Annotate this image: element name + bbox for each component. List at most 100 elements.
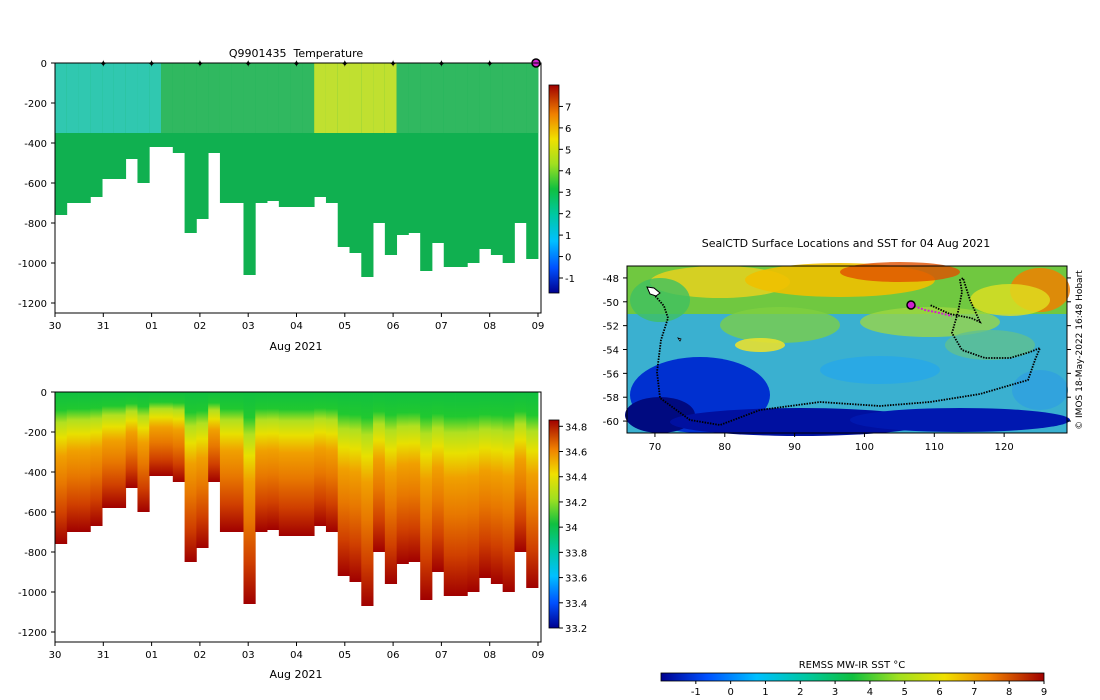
sst-colorbar-ticks: -1 0 1 2 3 4 5 6 7 8 9 bbox=[691, 681, 1047, 698]
temperature-surface-layer bbox=[302, 63, 315, 133]
salinity-profile-bar bbox=[361, 392, 374, 606]
salinity-profile-bar bbox=[267, 392, 280, 530]
y-tick-label: -1200 bbox=[18, 628, 47, 639]
salinity-profile-bar bbox=[137, 392, 150, 512]
colorbar-tick-label: 33.2 bbox=[565, 624, 587, 635]
salinity-y-axis: 0 -200 -400 -600 -800 -1000 -1200 bbox=[18, 388, 55, 639]
y-tick-label: -1200 bbox=[18, 299, 47, 310]
temperature-surface-layer bbox=[408, 63, 421, 133]
temperature-colorbar bbox=[548, 84, 560, 294]
profile-day-marker: ✦ bbox=[437, 59, 445, 70]
temperature-surface-layer bbox=[479, 63, 492, 133]
y-tick-label: -200 bbox=[24, 99, 47, 110]
x-tick-label: 06 bbox=[387, 650, 400, 661]
y-tick-label: -400 bbox=[24, 139, 47, 150]
lat-tick-label: -50 bbox=[603, 298, 619, 309]
salinity-profile-bar bbox=[431, 392, 445, 572]
salinity-profile-bar bbox=[55, 392, 68, 544]
x-tick-label: 01 bbox=[145, 650, 158, 661]
temperature-surface-layer bbox=[102, 63, 115, 133]
temperature-surface-layer bbox=[113, 63, 127, 133]
sst-colorbar bbox=[660, 672, 1045, 682]
salinity-profile-bar bbox=[149, 392, 162, 476]
y-tick-label: -1000 bbox=[18, 588, 47, 599]
salinity-profile-bar bbox=[373, 392, 386, 552]
colorbar-tick-label: 5 bbox=[565, 145, 571, 156]
temperature-surface-layer bbox=[78, 63, 91, 133]
x-tick-label: 02 bbox=[194, 321, 207, 332]
colorbar-tick-label: 34 bbox=[565, 523, 578, 534]
lon-tick-label: 80 bbox=[718, 442, 731, 453]
temperature-surface-layer bbox=[219, 63, 233, 133]
salinity-profile-bar bbox=[502, 392, 515, 592]
x-tick-label: 05 bbox=[338, 321, 351, 332]
salinity-profile-bar bbox=[66, 392, 79, 532]
x-tick-label: 03 bbox=[242, 321, 255, 332]
colorbar-tick-label: -1 bbox=[565, 274, 575, 285]
temperature-surface-layer bbox=[337, 63, 350, 133]
salinity-profile-bar bbox=[196, 392, 209, 548]
salinity-profile-bar bbox=[161, 392, 174, 476]
sst-colorbar-tick-label: 4 bbox=[867, 687, 873, 698]
temperature-surface-layer bbox=[396, 63, 409, 133]
temperature-colorbar-ticks: -1 0 1 2 3 4 5 6 7 bbox=[559, 102, 575, 285]
salinity-profiles bbox=[55, 392, 539, 606]
lon-tick-label: 100 bbox=[855, 442, 874, 453]
sst-colorbar-label: REMSS MW-IR SST °C bbox=[799, 660, 906, 671]
salinity-colorbar-ticks: 34.8 34.6 34.4 34.2 34 33.8 33.6 33.4 33.2 bbox=[559, 422, 587, 635]
x-tick-label: 31 bbox=[97, 650, 110, 661]
colorbar-tick-label: 1 bbox=[565, 231, 571, 242]
salinity-profile-bar bbox=[78, 392, 91, 532]
sst-colorbar-tick-label: 1 bbox=[762, 687, 768, 698]
temperature-surface-layer bbox=[373, 63, 386, 133]
sst-colorbar-tick-label: 2 bbox=[797, 687, 803, 698]
lat-tick-label: -58 bbox=[603, 393, 619, 404]
x-tick-label: 06 bbox=[387, 321, 400, 332]
colorbar-tick-label: 34.4 bbox=[565, 473, 587, 484]
temperature-surface-layer bbox=[455, 63, 468, 133]
salinity-profile-bar bbox=[396, 392, 409, 564]
salinity-profile-bar bbox=[408, 392, 421, 562]
salinity-profile-bar bbox=[325, 392, 339, 532]
map-title: SealCTD Surface Locations and SST for 04… bbox=[702, 237, 991, 250]
x-tick-label: 09 bbox=[532, 650, 545, 661]
salinity-profile-bar bbox=[514, 392, 527, 552]
colorbar-tick-label: 7 bbox=[565, 102, 571, 113]
x-tick-label: 07 bbox=[435, 321, 448, 332]
sst-colorbar-tick-label: 7 bbox=[971, 687, 977, 698]
salinity-profile-bar bbox=[172, 392, 185, 482]
temperature-surface-layer bbox=[208, 63, 221, 133]
salinity-profile-bar bbox=[455, 392, 468, 596]
temperature-surface-layer bbox=[278, 63, 292, 133]
temperature-title: Q9901435 Temperature bbox=[229, 47, 364, 60]
temperature-surface-layer bbox=[349, 63, 362, 133]
x-tick-label: 02 bbox=[194, 650, 207, 661]
x-tick-label: 31 bbox=[97, 321, 110, 332]
x-tick-label: 08 bbox=[483, 650, 496, 661]
y-tick-label: -400 bbox=[24, 468, 47, 479]
colorbar-tick-label: 34.8 bbox=[565, 422, 587, 433]
temperature-surface-layer bbox=[502, 63, 515, 133]
current-position-marker bbox=[906, 300, 916, 310]
lon-tick-label: 120 bbox=[995, 442, 1014, 453]
temperature-surface-layer bbox=[467, 63, 480, 133]
colorbar-tick-label: 2 bbox=[565, 210, 571, 221]
salinity-x-axis: 30 31 01 02 03 04 05 06 07 08 09 bbox=[49, 642, 545, 661]
temperature-surface-layer bbox=[90, 63, 103, 133]
y-tick-label: 0 bbox=[41, 59, 47, 70]
temperature-surface-layer bbox=[196, 63, 209, 133]
colorbar-tick-label: 33.4 bbox=[565, 599, 587, 610]
watermark: © IMOS 18-May-2022 16:48 Hobart bbox=[1075, 270, 1085, 430]
salinity-profile-bar bbox=[420, 392, 433, 600]
temperature-surface-layer bbox=[267, 63, 280, 133]
salinity-profile-bar bbox=[208, 392, 221, 482]
x-tick-label: 05 bbox=[338, 650, 351, 661]
x-tick-label: 07 bbox=[435, 650, 448, 661]
colorbar-tick-label: 33.8 bbox=[565, 548, 587, 559]
x-tick-label: 30 bbox=[49, 650, 62, 661]
colorbar-tick-label: 0 bbox=[565, 253, 571, 264]
temperature-surface-layer bbox=[172, 63, 185, 133]
salinity-profile-bar bbox=[90, 392, 103, 526]
x-tick-label: 09 bbox=[532, 321, 545, 332]
salinity-profile-bar bbox=[113, 392, 127, 508]
